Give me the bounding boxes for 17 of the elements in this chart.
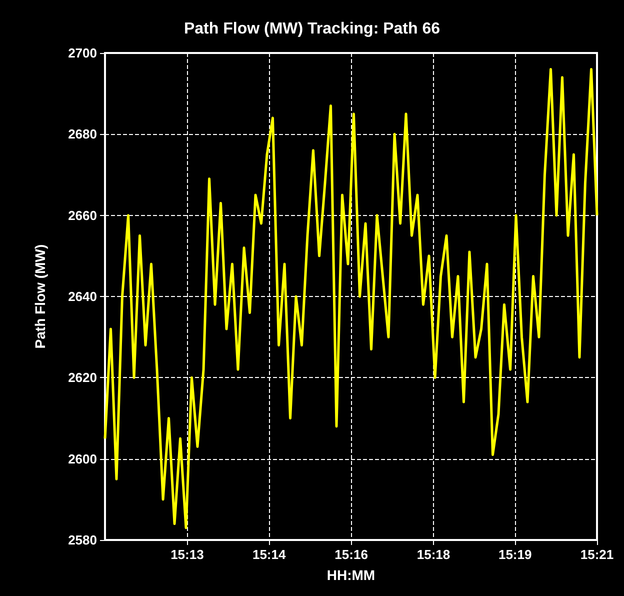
chart-title: Path Flow (MW) Tracking: Path 66: [184, 20, 440, 38]
y-tick-label: 2580: [68, 532, 97, 548]
x-tick-label: 15:19: [498, 547, 532, 562]
y-axis-title: Path Flow (MW): [32, 244, 48, 349]
line-series: [104, 68, 598, 530]
x-axis-title: HH:MM: [326, 567, 376, 583]
x-tick-label: 15:18: [416, 547, 450, 562]
x-tick-label: 15:16: [334, 547, 368, 562]
x-tick-label: 15:21: [580, 547, 614, 562]
y-tick-label: 2640: [68, 289, 97, 304]
y-tick-label: 2680: [68, 126, 97, 142]
x-tick-label: 15:14: [252, 547, 286, 562]
y-tick-label: 2620: [68, 370, 97, 386]
y-tick-label: 2660: [68, 208, 97, 223]
x-tick-label: 15:13: [170, 547, 204, 562]
y-tick-label: 2700: [68, 46, 97, 60]
y-tick-label: 2600: [68, 451, 97, 466]
